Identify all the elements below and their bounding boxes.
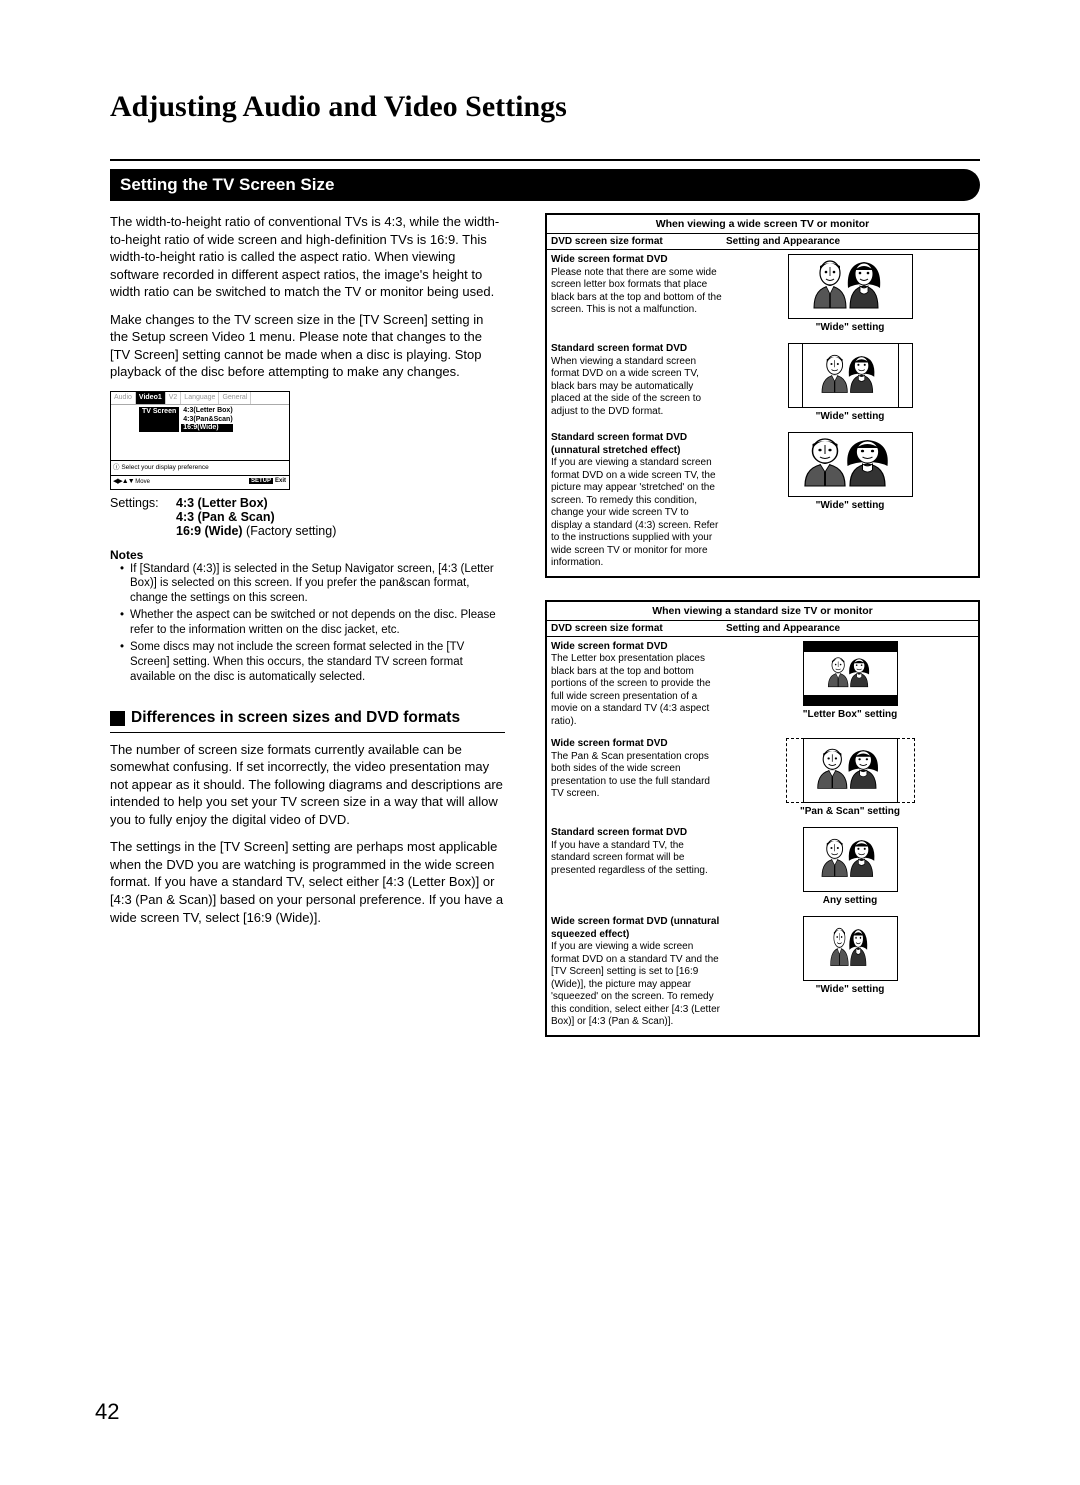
row-setting-label: "Wide" setting xyxy=(726,411,974,422)
row-body: Please note that there are some wide scr… xyxy=(551,267,722,316)
row-title: Wide screen format DVD xyxy=(551,738,668,749)
setup-arrows-icon: ◀▶▲▼ xyxy=(113,478,134,485)
setup-tab-general: General xyxy=(219,392,251,404)
row-appearance: "Letter Box" setting xyxy=(726,641,974,729)
subhead-rule xyxy=(110,732,505,733)
table-row: Wide screen format DVDThe Letter box pre… xyxy=(547,637,978,735)
table-b-caption: When viewing a standard size TV or monit… xyxy=(547,602,978,621)
row-setting-label: "Wide" setting xyxy=(726,500,974,511)
row-appearance: Any setting xyxy=(726,827,974,906)
setup-opt-wide: 16:9(Wide) xyxy=(181,424,232,432)
row-setting-label: "Pan & Scan" setting xyxy=(726,806,974,817)
setup-tab-language: Language xyxy=(181,392,219,404)
row-body: The Letter box presentation places black… xyxy=(551,653,711,727)
setup-tab-video1: Video1 xyxy=(136,392,166,404)
row-body: If you have a standard TV, the standard … xyxy=(551,840,708,876)
row-body: If you are viewing a standard screen for… xyxy=(551,457,718,568)
row-setting-label: "Wide" setting xyxy=(726,984,974,995)
page-title: Adjusting Audio and Video Settings xyxy=(110,90,980,124)
page-number: 42 xyxy=(95,1399,119,1425)
tv-illustration xyxy=(788,432,913,497)
setup-tab-v2: V2 xyxy=(166,392,182,404)
note-3: Some discs may not include the screen fo… xyxy=(120,640,505,685)
row-title: Standard screen format DVD (unnatural st… xyxy=(551,432,687,456)
row-appearance: "Wide" setting xyxy=(726,916,974,1029)
row-title: Standard screen format DVD xyxy=(551,343,687,354)
diff-paragraph-2: The settings in the [TV Screen] setting … xyxy=(110,838,505,926)
row-appearance: "Wide" setting xyxy=(726,432,974,570)
table-row: Wide screen format DVD The Pan & Scan pre… xyxy=(547,734,978,823)
setup-exit-label: Exit xyxy=(274,478,287,484)
settings-label: Settings: xyxy=(110,496,176,510)
note-1: If [Standard (4:3)] is selected in the S… xyxy=(120,562,505,607)
table-a-col1: DVD screen size format xyxy=(547,234,722,249)
table-wide-tv: When viewing a wide screen TV or monitor… xyxy=(545,213,980,578)
setup-tab-audio: Audio xyxy=(111,392,136,404)
note-2: Whether the aspect can be switched or no… xyxy=(120,608,505,638)
row-setting-label: "Wide" setting xyxy=(726,322,974,333)
row-setting-label: Any setting xyxy=(726,895,974,906)
table-row: Standard screen format DVD (unnatural st… xyxy=(547,428,978,576)
table-standard-tv: When viewing a standard size TV or monit… xyxy=(545,600,980,1037)
row-title: Wide screen format DVD xyxy=(551,641,668,652)
setup-opt-panscan: 4:3(Pan&Scan) xyxy=(181,416,232,424)
row-description: Wide screen format DVD (unnatural squeez… xyxy=(551,916,726,1029)
tv-illustration xyxy=(788,254,913,319)
table-b-col1: DVD screen size format xyxy=(547,621,722,636)
tv-illustration xyxy=(788,827,913,892)
title-rule xyxy=(110,159,980,161)
tv-illustration xyxy=(788,738,913,803)
row-description: Standard screen format DVD (unnatural st… xyxy=(551,432,726,570)
row-appearance: "Wide" setting xyxy=(726,343,974,422)
setup-hint-text: Select your display preference xyxy=(121,464,208,471)
row-title: Standard screen format DVD xyxy=(551,827,687,838)
row-title: Wide screen format DVD (unnatural squeez… xyxy=(551,916,719,940)
setup-opt-letterbox: 4:3(Letter Box) xyxy=(181,407,232,415)
row-body: If you are viewing a wide screen format … xyxy=(551,941,720,1027)
row-description: Wide screen format DVD Please note that t… xyxy=(551,254,726,333)
setup-hint: ⓘ Select your display preference xyxy=(111,460,289,475)
section-banner: Setting the TV Screen Size xyxy=(110,169,980,201)
row-description: Wide screen format DVD The Pan & Scan pre… xyxy=(551,738,726,817)
table-row: Wide screen format DVD (unnatural squeez… xyxy=(547,912,978,1035)
setup-label-tvscreen: TV Screen xyxy=(139,407,179,432)
diff-paragraph-1: The number of screen size formats curren… xyxy=(110,741,505,829)
tv-illustration xyxy=(788,343,913,408)
setup-menu-screenshot: Audio Video1 V2 Language General TV Scre… xyxy=(110,391,290,490)
tv-illustration xyxy=(788,916,913,981)
row-setting-label: "Letter Box" setting xyxy=(726,709,974,720)
row-description: Standard screen format DVD When viewing a… xyxy=(551,343,726,422)
notes-header: Notes xyxy=(110,548,505,562)
setup-setup-btn: SETUP xyxy=(249,478,273,484)
row-body: The Pan & Scan presentation crops both s… xyxy=(551,751,710,800)
table-row: Wide screen format DVD Please note that t… xyxy=(547,250,978,339)
table-row: Standard screen format DVD If you have a … xyxy=(547,823,978,912)
setup-move-label: Move xyxy=(135,479,150,485)
row-title: Wide screen format DVD xyxy=(551,254,668,265)
table-b-col2: Setting and Appearance xyxy=(722,621,978,636)
settings-opt-3: 16:9 (Wide) xyxy=(176,524,243,538)
settings-opt-2: 4:3 (Pan & Scan) xyxy=(176,510,275,524)
table-a-col2: Setting and Appearance xyxy=(722,234,978,249)
settings-opt-1: 4:3 (Letter Box) xyxy=(176,496,268,510)
row-description: Standard screen format DVD If you have a … xyxy=(551,827,726,906)
table-row: Standard screen format DVD When viewing a… xyxy=(547,339,978,428)
row-appearance: "Wide" setting xyxy=(726,254,974,333)
subhead-marker-icon xyxy=(110,711,125,726)
intro-paragraph-1: The width-to-height ratio of conventiona… xyxy=(110,213,505,301)
row-description: Wide screen format DVDThe Letter box pre… xyxy=(551,641,726,729)
tv-illustration xyxy=(788,641,913,706)
notes-list: If [Standard (4:3)] is selected in the S… xyxy=(120,562,505,686)
intro-paragraph-2: Make changes to the TV screen size in th… xyxy=(110,311,505,381)
row-appearance: "Pan & Scan" setting xyxy=(726,738,974,817)
row-body: When viewing a standard screen format DV… xyxy=(551,356,701,417)
subhead: Differences in screen sizes and DVD form… xyxy=(131,709,460,728)
settings-line: Settings: 4:3 (Letter Box) xyxy=(110,496,505,510)
table-a-caption: When viewing a wide screen TV or monitor xyxy=(547,215,978,234)
settings-factory: (Factory setting) xyxy=(243,524,337,538)
